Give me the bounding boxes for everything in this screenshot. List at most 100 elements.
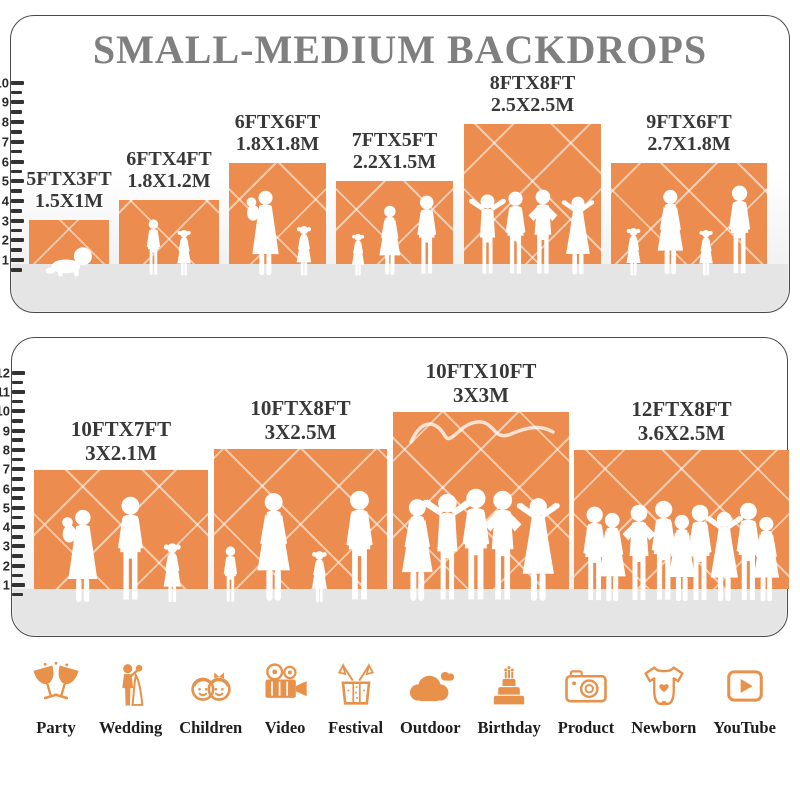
- backdrop-size-label: 7FTX5FT 2.2X1.5M: [352, 129, 438, 174]
- axis-tick: [12, 505, 25, 510]
- backdrop-size-ft: 10FTX8FT: [250, 396, 351, 420]
- axis-tick: [12, 390, 25, 394]
- silhouette-girl-icon: [292, 225, 316, 277]
- backdrop-size-ft: 7FTX5FT: [351, 129, 438, 151]
- axis-tick: [12, 544, 25, 549]
- axis-tick: [11, 139, 24, 144]
- category-product: Product: [557, 660, 615, 738]
- axis-half-tick: [11, 110, 22, 115]
- category-label: Wedding: [98, 718, 163, 737]
- backdrop-size-ft: 10FTX10FT: [425, 359, 537, 383]
- axis-half-tick: [12, 399, 23, 404]
- backdrop-size-m: 1.8X1.2M: [127, 170, 211, 193]
- axis-tick: [11, 120, 24, 125]
- backdrop-size-label: 5FTX3FT 1.5X1M: [26, 168, 112, 213]
- silhouette-group: [220, 490, 380, 604]
- axis-half-tick: [11, 130, 22, 134]
- axis-tick-label: 10: [0, 403, 10, 419]
- category-children: Children: [179, 660, 242, 738]
- silhouette-man-icon: [143, 219, 164, 277]
- axis-tick: [11, 258, 24, 262]
- axis-half-tick: [11, 248, 22, 252]
- axis-tick: [11, 218, 24, 223]
- axis-tick: [12, 447, 25, 452]
- backdrop-size-label: 10FTX8FT 3X2.5M: [250, 396, 351, 444]
- silhouette-girl-icon: [173, 229, 195, 277]
- axis-tick-label: 3: [1, 213, 9, 229]
- category-label: Birthday: [477, 718, 541, 737]
- axis-tick-label: 7: [2, 461, 10, 477]
- axis-half-tick: [11, 228, 22, 233]
- category-newborn: Newborn: [631, 660, 696, 738]
- axis-tick: [11, 198, 24, 203]
- backdrop-size-label: 9FTX6FT 2.7X1.8M: [646, 111, 732, 156]
- axis-tick-label: 2: [1, 232, 9, 248]
- category-outdoor: Outdoor: [400, 660, 461, 738]
- backdrop-size-ft: 9FTX6FT: [646, 111, 732, 133]
- children-icon: [190, 672, 231, 701]
- category-party: Party: [30, 660, 82, 738]
- axis-half-tick: [12, 457, 23, 462]
- silhouette-woman-icon: [651, 189, 690, 277]
- axis-half-tick: [12, 477, 23, 481]
- backdrop-size-m: 1.8X1.8M: [235, 133, 320, 156]
- axis-half-tick: [11, 90, 22, 95]
- backdrop-size-ft: 6FTX4FT: [126, 148, 212, 170]
- backdrop-rect: [464, 124, 601, 264]
- silhouette-girl-icon: [158, 542, 187, 604]
- festival-icon: [337, 663, 374, 705]
- category-label: Product: [557, 718, 615, 737]
- axis-half-tick: [12, 573, 23, 578]
- silhouette-womanbaby-icon: [55, 508, 103, 604]
- axis-tick-label: 5: [1, 173, 9, 189]
- axis-half-tick: [11, 189, 22, 193]
- category-label: Video: [264, 718, 306, 737]
- silhouette-group: [55, 496, 186, 604]
- backdrop-size-label: 6FTX6FT 1.8X1.8M: [235, 111, 321, 156]
- axis-half-tick: [11, 169, 22, 174]
- silhouette-group: [143, 219, 196, 277]
- backdrop-size-m: 1.5X1M: [34, 190, 104, 213]
- silhouette-womanbaby-icon: [240, 189, 284, 277]
- axis-tick: [12, 467, 25, 472]
- axis-tick: [12, 428, 25, 433]
- backdrop-size-m: 3X2.5M: [264, 419, 337, 444]
- axis-tick: [12, 563, 25, 568]
- axis-half-tick: [12, 534, 23, 539]
- axis-tick-label: 10: [0, 75, 9, 91]
- axis-half-tick: [12, 592, 23, 597]
- backdrop-size-m: 2.2X1.5M: [352, 151, 437, 174]
- category-label: Newborn: [631, 718, 697, 737]
- axis-tick-label: 2: [2, 558, 10, 574]
- silhouette-group: [394, 488, 569, 604]
- silhouette-group: [577, 500, 786, 604]
- outdoor-icon: [410, 671, 455, 702]
- axis-tick-label: 8: [1, 114, 9, 130]
- axis-half-tick: [11, 268, 22, 272]
- backdrop-size-m: 3.6X2.5M: [637, 420, 726, 445]
- backdrop-rect: [119, 200, 219, 264]
- silhouette-girl-icon: [622, 227, 645, 277]
- category-wedding: Wedding: [99, 660, 162, 738]
- backdrop-size-ft: 8FTX8FT: [489, 72, 576, 94]
- category-birthday: Birthday: [477, 660, 541, 738]
- axis-half-tick: [12, 515, 23, 520]
- backdrop-size-label: 12FTX8FT 3.6X2.5M: [631, 397, 731, 445]
- ground-floor: [12, 264, 788, 311]
- backdrop-size-ft: 10FTX7FT: [70, 417, 172, 441]
- axis-tick: [11, 238, 24, 243]
- backdrop-rect: [229, 163, 326, 264]
- category-icons-row: Party Wedding Children Video Festival Outdoor…: [0, 660, 800, 765]
- silhouette-group: [42, 243, 95, 277]
- axis-half-tick: [11, 208, 22, 213]
- backdrop-size-label: 10FTX7FT 3X2.1M: [70, 417, 172, 465]
- backdrop-size-m: 2.5X2.5M: [490, 94, 575, 117]
- silhouette-girl-icon: [695, 229, 717, 277]
- axis-half-tick: [12, 419, 23, 423]
- axis-tick-label: 6: [1, 154, 9, 169]
- silhouette-woman-icon: [374, 205, 406, 277]
- axis-tick-label: 1: [1, 252, 9, 268]
- silhouette-group: [464, 189, 601, 277]
- top-panel: SMALL-MEDIUM BACKDROPS 1 2 3 4 5 6 7 8 9 10 5FTX3F…: [0, 15, 790, 313]
